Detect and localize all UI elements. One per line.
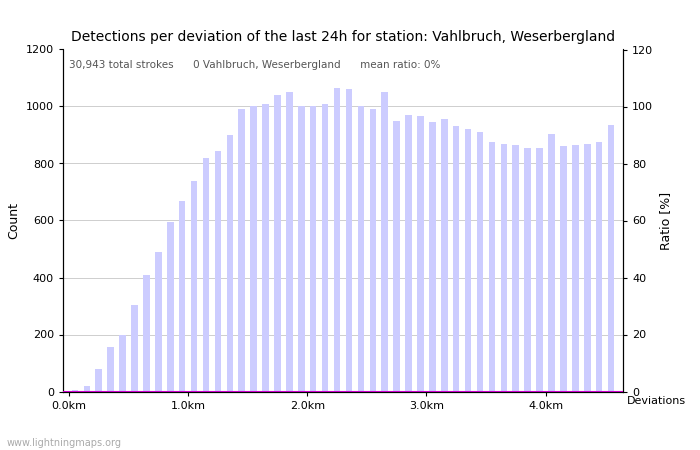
Title: Detections per deviation of the last 24h for station: Vahlbruch, Weserbergland: Detections per deviation of the last 24h…: [71, 30, 615, 44]
Bar: [358, 107, 364, 392]
Bar: [524, 148, 531, 392]
Bar: [95, 369, 102, 392]
Bar: [155, 252, 162, 392]
Bar: [596, 142, 603, 392]
Bar: [310, 107, 316, 392]
Bar: [298, 107, 304, 392]
Bar: [322, 104, 328, 392]
Bar: [584, 144, 591, 392]
Bar: [453, 126, 459, 392]
Text: www.lightningmaps.org: www.lightningmaps.org: [7, 438, 122, 448]
Bar: [251, 107, 257, 392]
Bar: [477, 132, 483, 392]
Bar: [167, 222, 174, 392]
Bar: [393, 121, 400, 392]
Bar: [572, 145, 579, 392]
Bar: [119, 334, 126, 392]
Bar: [286, 92, 293, 392]
Bar: [489, 142, 495, 392]
Bar: [143, 274, 150, 392]
Bar: [512, 145, 519, 392]
Bar: [107, 347, 114, 392]
Bar: [71, 390, 78, 392]
Bar: [370, 109, 376, 392]
Bar: [227, 135, 233, 392]
Bar: [203, 158, 209, 392]
Bar: [131, 305, 138, 392]
Bar: [191, 180, 197, 392]
Bar: [405, 115, 412, 392]
Bar: [334, 88, 340, 392]
Bar: [83, 386, 90, 392]
Bar: [429, 122, 435, 392]
Bar: [548, 134, 555, 392]
Bar: [346, 90, 352, 392]
Bar: [465, 129, 471, 391]
Bar: [417, 117, 424, 392]
Bar: [215, 151, 221, 392]
Bar: [262, 104, 269, 392]
Bar: [536, 148, 543, 392]
Bar: [560, 146, 567, 392]
Bar: [274, 95, 281, 392]
Bar: [179, 201, 186, 392]
Bar: [500, 144, 507, 392]
Y-axis label: Ratio [%]: Ratio [%]: [659, 191, 672, 250]
Bar: [608, 125, 615, 392]
Text: 30,943 total strokes      0 Vahlbruch, Weserbergland      mean ratio: 0%: 30,943 total strokes 0 Vahlbruch, Weserb…: [69, 60, 440, 70]
Text: Deviations: Deviations: [626, 396, 685, 406]
Y-axis label: Count: Count: [7, 202, 20, 239]
Bar: [382, 92, 388, 392]
Bar: [239, 109, 245, 392]
Bar: [441, 119, 447, 392]
